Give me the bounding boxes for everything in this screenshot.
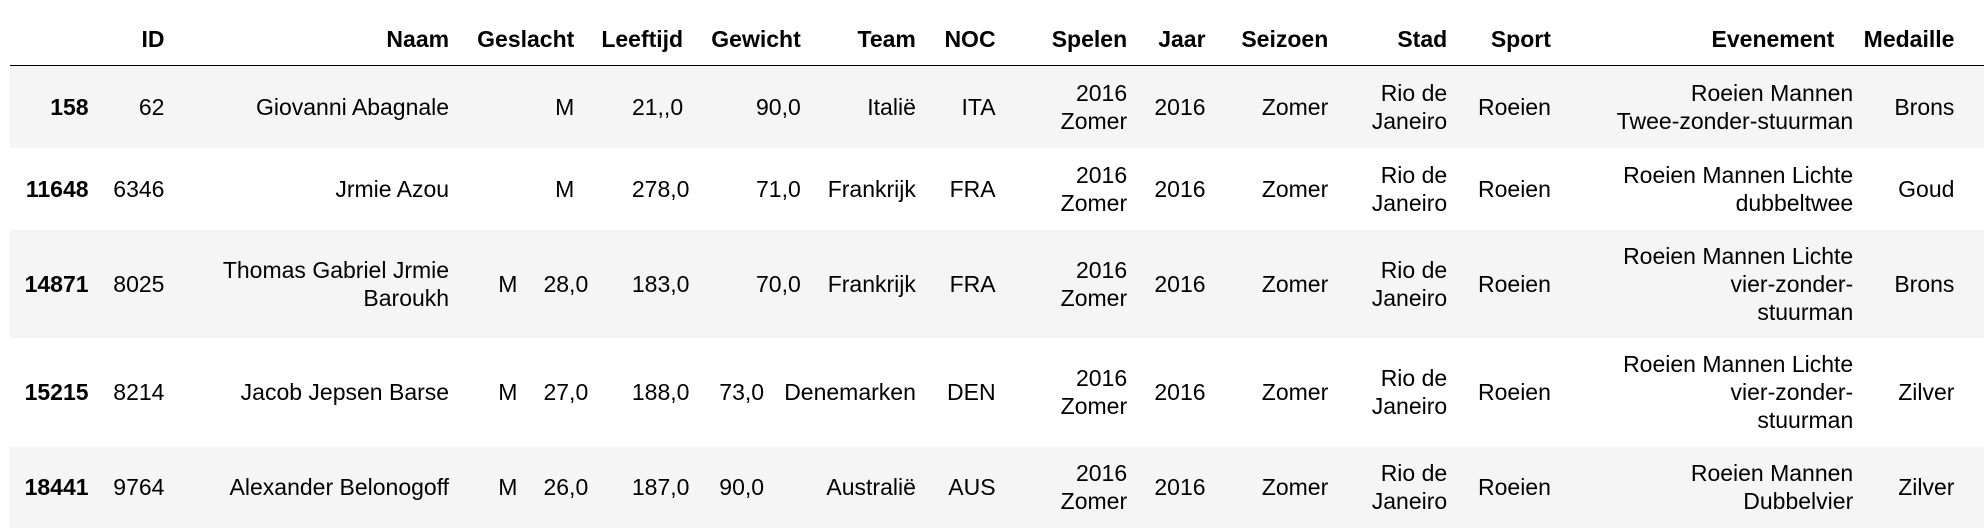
table-cell: Zomer (1261, 379, 1329, 405)
table-cell: 2016 Zomer (1060, 257, 1128, 311)
table-cell: M (555, 94, 575, 120)
table-cell: 27,0 (543, 379, 589, 405)
table-cell: 8025 (113, 271, 165, 297)
table-cell: 2016 (1154, 271, 1206, 297)
table-cell: 26,0 (543, 474, 589, 500)
column-header: Jaar (1158, 26, 1206, 52)
table-cell: 2016 (1154, 94, 1206, 120)
table-cell: 2016 (1154, 474, 1206, 500)
table-cell: Rio de Janeiro (1371, 80, 1448, 134)
table-cell: Roeien Mannen Dubbelvier (1690, 460, 1854, 514)
column-header: NOC (944, 26, 996, 52)
table-cell: Zomer (1261, 271, 1329, 297)
row-background (10, 66, 1984, 148)
table-cell: Zilver (1898, 474, 1955, 500)
row-background (10, 230, 1984, 338)
table-cell: Thomas Gabriel Jrmie Baroukh (222, 257, 450, 311)
table-cell: 2016 Zomer (1060, 80, 1128, 134)
table-cell: Rio de Janeiro (1371, 460, 1448, 514)
table-cell: Roeien Mannen Twee-zonder-stuurman (1616, 80, 1854, 134)
table-cell: Roeien (1478, 379, 1551, 405)
column-header: Gewicht (711, 26, 801, 52)
table-cell: 187,0 (631, 474, 690, 500)
table-cell: M (498, 474, 518, 500)
table-cell: 28,0 (543, 271, 589, 297)
table-cell: 70,0 (755, 271, 801, 297)
table-cell: Italië (867, 94, 916, 120)
table-cell: Jacob Jepsen Barse (240, 379, 450, 405)
table-cell: Roeien Mannen Lichte vier-zonder- stuurm… (1623, 243, 1854, 325)
table-cell: Roeien Mannen Lichte vier-zonder- stuurm… (1623, 351, 1854, 433)
table-cell: Zomer (1261, 474, 1329, 500)
table-cell: Brons (1894, 271, 1955, 297)
table-cell: FRA (949, 271, 996, 297)
table-cell: 183,0 (631, 271, 690, 297)
column-header: Evenement (1711, 26, 1835, 52)
table-cell: Denemarken (784, 379, 916, 405)
table-cell: Rio de Janeiro (1371, 365, 1448, 419)
column-header: Sport (1490, 26, 1551, 52)
table-cell: Jrmie Azou (335, 176, 450, 202)
table-cell: 21,,0 (631, 94, 684, 120)
table-cell: Rio de Janeiro (1371, 162, 1448, 216)
table-cell: Goud (1898, 176, 1955, 202)
table-cell: Zomer (1261, 176, 1329, 202)
table-cell: FRA (949, 176, 996, 202)
column-header: Geslacht (477, 26, 575, 52)
row-index: 18441 (24, 474, 89, 500)
table-cell: M (555, 176, 575, 202)
table-cell: 278,0 (631, 176, 690, 202)
row-index: 11648 (25, 176, 89, 202)
column-header: Leeftijd (601, 26, 684, 52)
row-index: 15215 (24, 379, 89, 405)
table-cell: Rio de Janeiro (1371, 257, 1448, 311)
table-cell: Brons (1894, 94, 1955, 120)
table-cell: 2016 Zomer (1060, 460, 1128, 514)
table-cell: Alexander Belonogoff (229, 474, 450, 500)
table-cell: ITA (961, 94, 996, 120)
table-cell: 188,0 (631, 379, 690, 405)
column-header: Team (857, 26, 916, 52)
column-header: Naam (386, 26, 450, 52)
column-header: Stad (1397, 26, 1448, 52)
table-cell: 6346 (113, 176, 165, 202)
table-cell: 8214 (113, 379, 165, 405)
table-cell: Roeien (1478, 176, 1551, 202)
table-cell: 90,0 (755, 94, 801, 120)
table-cell: 62 (138, 94, 165, 120)
table-cell: Frankrijk (827, 176, 916, 202)
table-cell: Frankrijk (827, 271, 916, 297)
table-cell: Roeien (1478, 94, 1551, 120)
table-cell: Zomer (1261, 94, 1329, 120)
table-cell: Roeien (1478, 474, 1551, 500)
table-cell: M (498, 271, 518, 297)
table-cell: 2016 (1154, 379, 1206, 405)
table-cell: Roeien (1478, 271, 1551, 297)
column-header: Spelen (1051, 26, 1128, 52)
table-cell: M (498, 379, 518, 405)
table-cell: 9764 (113, 474, 165, 500)
row-index: 14871 (24, 271, 89, 297)
column-header: Seizoen (1241, 26, 1329, 52)
table-cell: 2016 Zomer (1060, 162, 1128, 216)
table-cell: DEN (947, 379, 996, 405)
table-cell: 71,0 (755, 176, 801, 202)
table-cell: 2016 (1154, 176, 1206, 202)
column-header: Medaille (1863, 26, 1955, 52)
table-cell: AUS (948, 474, 996, 500)
table-cell: Giovanni Abagnale (255, 94, 450, 120)
table-cell: Roeien Mannen Lichte dubbeltwee (1623, 162, 1854, 216)
row-index: 158 (50, 94, 89, 120)
table-cell: 73,0 (719, 379, 765, 405)
table-cell: Zilver (1898, 379, 1955, 405)
table-cell: 90,0 (719, 474, 765, 500)
table-cell: 2016 Zomer (1060, 365, 1128, 419)
table-cell: Australië (826, 474, 916, 500)
row-background (10, 447, 1984, 528)
column-header: ID (141, 26, 165, 52)
